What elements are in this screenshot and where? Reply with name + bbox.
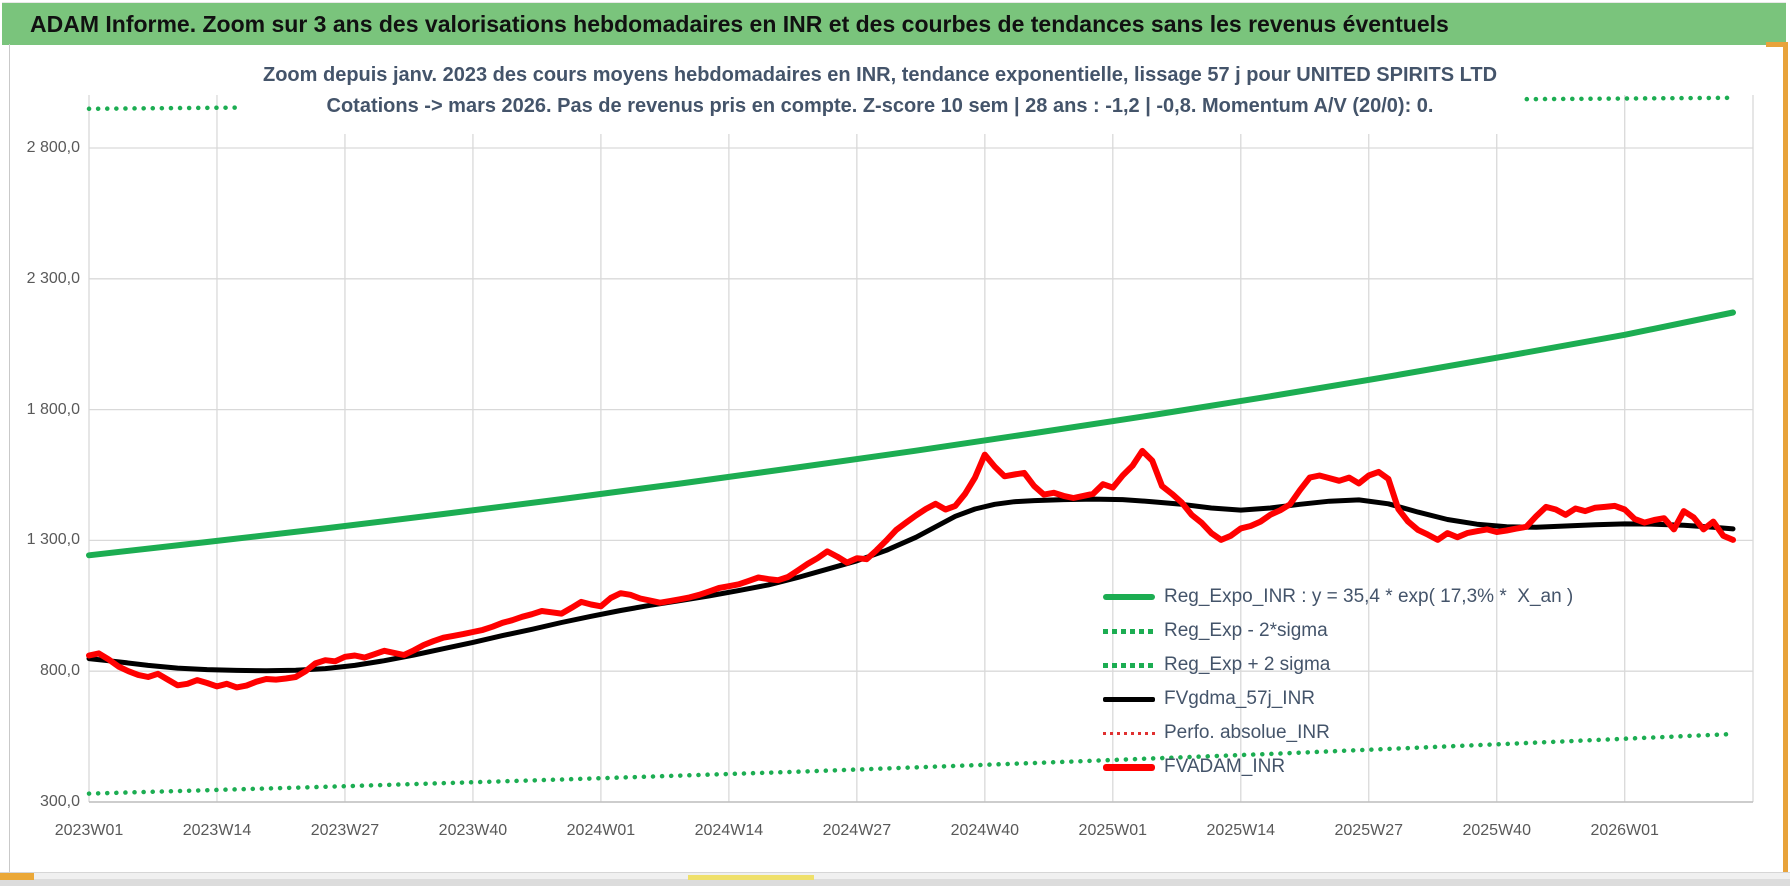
y-tick-label: 2 800,0	[26, 139, 80, 156]
legend-item-minus-2sigma: Reg_Exp - 2*sigma	[1103, 614, 1573, 648]
y-tick-label: 1 300,0	[26, 531, 80, 549]
legend-item-perfo-absolue: Perfo. absolue_INR	[1103, 716, 1573, 750]
series-FVADAM_INR	[86, 447, 1736, 691]
y-tick-label: 1 800,0	[26, 400, 80, 418]
header-title: ADAM Informe. Zoom sur 3 ans des valoris…	[30, 10, 1449, 37]
x-tick-label: 2023W27	[310, 822, 380, 839]
window-left-edge	[9, 44, 10, 878]
series-Reg_Exp - 2*sigma	[86, 731, 1736, 796]
legend-item-fvgdma: FVgdma_57j_INR	[1103, 682, 1573, 716]
chart-title-line2: Cotations -> mars 2026. Pas de revenus p…	[326, 95, 1434, 117]
x-tick-label: 2023W40	[438, 822, 508, 839]
y-tick-label: 2 300,0	[26, 269, 80, 287]
x-tick-label: 2023W14	[182, 822, 252, 839]
legend-label: FVgdma_57j_INR	[1164, 688, 1316, 709]
series-Reg_Expo_INR	[86, 309, 1736, 559]
bottom-row-band-2	[0, 879, 1790, 886]
x-tick-label: 2024W14	[694, 822, 764, 839]
dotted-green-line-swatch	[1103, 628, 1155, 634]
dotted-red-line-swatch	[1103, 731, 1155, 735]
y-tick-label: 300,0	[39, 793, 80, 810]
legend-label: Reg_Exp - 2*sigma	[1164, 620, 1328, 641]
bottom-row-band	[0, 872, 1790, 880]
legend-item-plus-2sigma: Reg_Exp + 2 sigma	[1103, 648, 1573, 682]
x-tick-label: 2026W01	[1590, 822, 1659, 839]
header-bar: ADAM Informe. Zoom sur 3 ans des valoris…	[2, 2, 1786, 45]
legend-label: Reg_Expo_INR : y = 35,4 * exp( 17,3% * X…	[1164, 586, 1574, 607]
chart-title: Zoom depuis janv. 2023 des cours moyens …	[240, 52, 1520, 134]
thick-red-line-swatch	[1103, 763, 1155, 771]
x-tick-label: 2025W40	[1462, 822, 1531, 839]
chart-legend: Reg_Expo_INR : y = 35,4 * exp( 17,3% * X…	[1103, 580, 1573, 784]
legend-item-fvadam: FVADAM_INR	[1103, 750, 1573, 784]
window-right-border-corner	[1766, 42, 1788, 47]
chart-title-line1: Zoom depuis janv. 2023 des cours moyens …	[262, 64, 1498, 86]
x-tick-label: 2024W40	[950, 822, 1020, 839]
window-right-border	[1783, 44, 1788, 884]
x-tick-label: 2025W27	[1334, 822, 1404, 839]
legend-item-reg-expo: Reg_Expo_INR : y = 35,4 * exp( 17,3% * X…	[1103, 580, 1573, 614]
bottom-left-gold-marker	[0, 873, 34, 880]
legend-label: Reg_Exp + 2 sigma	[1164, 654, 1331, 675]
x-tick-label: 2023W01	[54, 822, 124, 839]
legend-label: Perfo. absolue_INR	[1164, 722, 1330, 743]
bottom-gold-strip	[688, 875, 814, 880]
solid-green-line-swatch	[1103, 594, 1155, 600]
x-tick-label: 2025W14	[1206, 822, 1276, 839]
dotted-green-line-swatch	[1103, 662, 1155, 668]
solid-black-line-swatch	[1103, 696, 1155, 702]
x-tick-label: 2024W01	[566, 822, 636, 839]
series-FVgdma_57j_INR	[86, 496, 1736, 674]
x-tick-label: 2024W27	[822, 822, 892, 839]
legend-label: FVADAM_INR	[1164, 756, 1286, 777]
x-tick-label: 2025W01	[1078, 822, 1148, 839]
y-tick-label: 800,0	[39, 662, 80, 680]
